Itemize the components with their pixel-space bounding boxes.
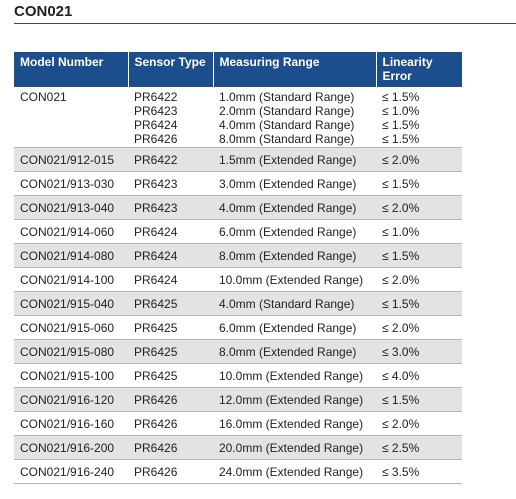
- table-cell: 16.0mm (Extended Range): [213, 411, 376, 436]
- table-cell: 1.5mm (Extended Range): [213, 147, 376, 172]
- table-cell: CON021: [14, 87, 128, 148]
- cell-line: PR6424: [134, 118, 178, 132]
- column-header: Model Number: [14, 52, 129, 87]
- cell-line: ≤ 1.5%: [382, 118, 420, 132]
- table-cell: CON021/916-200: [14, 435, 128, 460]
- table-cell: PR6425: [128, 339, 213, 364]
- table-cell: CON021/916-240: [14, 459, 128, 484]
- table-row: CON021/912-015 PR6422 1.5mm (Extended Rang…: [14, 147, 462, 172]
- title-rule: [14, 23, 516, 24]
- table-cell: CON021/912-015: [14, 147, 128, 172]
- table-cell: PR6425: [128, 315, 213, 340]
- table-cell: 12.0mm (Extended Range): [213, 387, 376, 412]
- table-cell: PR6425: [128, 363, 213, 388]
- table-cell: CON021/913-030: [14, 171, 128, 196]
- table-cell: PR6422: [128, 147, 213, 172]
- table-cell: ≤ 1.0%: [376, 219, 462, 244]
- table-cell: PR6423: [128, 171, 213, 196]
- table-cell: ≤ 1.5% ≤ 1.0% ≤ 1.5% ≤ 1.5%: [376, 87, 462, 148]
- table-cell: 20.0mm (Extended Range): [213, 435, 376, 460]
- table-cell: PR6426: [128, 459, 213, 484]
- table-cell: 10.0mm (Extended Range): [213, 267, 376, 292]
- cell-line: 2.0mm (Standard Range): [219, 104, 355, 118]
- column-header: Measuring Range: [213, 52, 377, 87]
- table-cell: PR6426: [128, 411, 213, 436]
- cell-line: 1.0mm (Standard Range): [219, 90, 355, 104]
- table-row: CON021/916-120 PR6426 12.0mm (Extended Ran…: [14, 387, 462, 412]
- table-row: CON021/913-030 PR6423 3.0mm (Extended Rang…: [14, 171, 462, 196]
- table-cell: CON021/914-060: [14, 219, 128, 244]
- table-cell: 6.0mm (Extended Range): [213, 315, 376, 340]
- table-cell: CON021/915-100: [14, 363, 128, 388]
- table-cell: CON021/916-160: [14, 411, 128, 436]
- table-cell: ≤ 1.5%: [376, 291, 462, 316]
- column-header: Sensor Type: [128, 52, 214, 87]
- cell-line: PR6426: [134, 132, 178, 146]
- table-cell: ≤ 2.5%: [376, 435, 462, 460]
- table-row: CON021/914-080 PR6424 8.0mm (Extended Rang…: [14, 243, 462, 268]
- table-cell: PR6424: [128, 243, 213, 268]
- cell-line: PR6423: [134, 104, 178, 118]
- table-cell: 6.0mm (Extended Range): [213, 219, 376, 244]
- table-cell: CON021/915-060: [14, 315, 128, 340]
- table-body: CON021 PR6422 PR6423 PR6424 PR6426 1.0mm (Sta…: [14, 87, 462, 484]
- cell-line: ≤ 1.0%: [382, 104, 420, 118]
- table-row: CON021/914-100 PR6424 10.0mm (Extended Ran…: [14, 267, 462, 292]
- table-cell: 10.0mm (Extended Range): [213, 363, 376, 388]
- cell-line: 4.0mm (Standard Range): [219, 118, 355, 132]
- page-title: CON021: [14, 3, 73, 20]
- table-cell: ≤ 2.0%: [376, 147, 462, 172]
- table-row: CON021/913-040 PR6423 4.0mm (Extended Rang…: [14, 195, 462, 220]
- table-cell: ≤ 2.0%: [376, 195, 462, 220]
- table-cell: CON021/913-040: [14, 195, 128, 220]
- table-row: CON021/915-040 PR6425 4.0mm (Standard Rang…: [14, 291, 462, 316]
- table-row: CON021/916-200 PR6426 20.0mm (Extended Ran…: [14, 435, 462, 460]
- table-cell: CON021/915-040: [14, 291, 128, 316]
- table-row: CON021/916-240 PR6426 24.0mm (Extended Ran…: [14, 459, 462, 484]
- table-cell: CON021/916-120: [14, 387, 128, 412]
- header-row: Model Number Sensor Type Measuring Range Li…: [14, 52, 462, 87]
- table-cell: ≤ 2.0%: [376, 411, 462, 436]
- cell-line: PR6422: [134, 90, 178, 104]
- table-cell: PR6424: [128, 219, 213, 244]
- table-cell: ≤ 1.5%: [376, 243, 462, 268]
- cell-line: 8.0mm (Standard Range): [219, 132, 355, 146]
- table-row: CON021 PR6422 PR6423 PR6424 PR6426 1.0mm (Sta…: [14, 87, 462, 148]
- table-cell: 8.0mm (Extended Range): [213, 243, 376, 268]
- table-cell: 8.0mm (Extended Range): [213, 339, 376, 364]
- table-cell: ≤ 3.0%: [376, 339, 462, 364]
- table-cell: ≤ 1.5%: [376, 171, 462, 196]
- table-row: CON021/915-100 PR6425 10.0mm (Extended Ran…: [14, 363, 462, 388]
- spec-table: Model Number Sensor Type Measuring Range Li…: [14, 52, 462, 484]
- table-cell: 24.0mm (Extended Range): [213, 459, 376, 484]
- table-cell: PR6422 PR6423 PR6424 PR6426: [128, 87, 213, 148]
- table-cell: PR6423: [128, 195, 213, 220]
- column-header: Linearity Error: [376, 52, 462, 87]
- table-cell: ≤ 3.5%: [376, 459, 462, 484]
- table-row: CON021/916-160 PR6426 16.0mm (Extended Ran…: [14, 411, 462, 436]
- cell-line: ≤ 1.5%: [382, 132, 420, 146]
- table-cell: ≤ 2.0%: [376, 267, 462, 292]
- table-cell: 4.0mm (Standard Range): [213, 291, 376, 316]
- table-cell: PR6426: [128, 387, 213, 412]
- table-cell: CON021/914-080: [14, 243, 128, 268]
- table-cell: PR6424: [128, 267, 213, 292]
- table-row: CON021/915-080 PR6425 8.0mm (Extended Rang…: [14, 339, 462, 364]
- table-cell: CON021/914-100: [14, 267, 128, 292]
- table-cell: ≤ 1.5%: [376, 387, 462, 412]
- cell-line: ≤ 1.5%: [382, 90, 420, 104]
- table-cell: 4.0mm (Extended Range): [213, 195, 376, 220]
- table-cell: ≤ 2.0%: [376, 315, 462, 340]
- table-cell: ≤ 4.0%: [376, 363, 462, 388]
- table-cell: 1.0mm (Standard Range) 2.0mm (Standard Ra…: [213, 87, 376, 148]
- table-cell: PR6426: [128, 435, 213, 460]
- table-row: CON021/915-060 PR6425 6.0mm (Extended Rang…: [14, 315, 462, 340]
- table-cell: CON021/915-080: [14, 339, 128, 364]
- table-cell: 3.0mm (Extended Range): [213, 171, 376, 196]
- table-row: CON021/914-060 PR6424 6.0mm (Extended Rang…: [14, 219, 462, 244]
- table-cell: PR6425: [128, 291, 213, 316]
